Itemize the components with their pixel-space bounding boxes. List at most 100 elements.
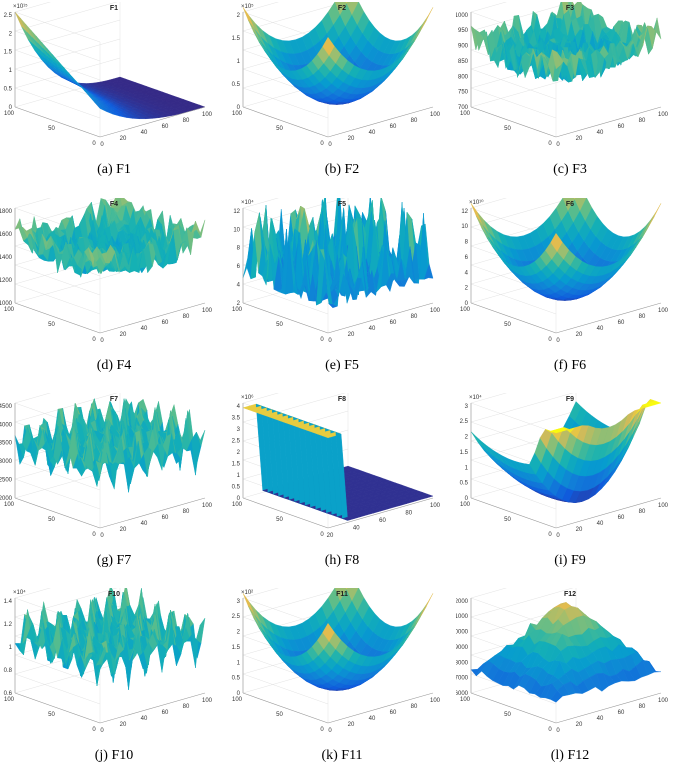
- y-tick-label: 0: [548, 727, 552, 733]
- y-tick-label: 50: [504, 126, 511, 132]
- subplot-title: F8: [338, 396, 346, 403]
- z-tick-label: 3500: [0, 441, 13, 447]
- z-tick-label: 1.5: [232, 645, 241, 651]
- subplot-f4: F4 1000 1200 1400 1600 1800 0 20 40 60 80 100 0 50 100…: [0, 198, 228, 392]
- z-tick-label: 1: [9, 68, 13, 74]
- subplot-caption: (b) F2: [324, 162, 360, 177]
- subplot-f8: F8 ×10⁶ 0 0.5 1 1.5 2 2.5 3 3.5 4 20 40 60 80 100 0 50 100…: [228, 393, 456, 587]
- y-axis-line: [14, 302, 101, 334]
- x-tick-label: 40: [369, 326, 376, 332]
- x-tick-label: 40: [141, 716, 148, 722]
- x-tick-label: 100: [430, 308, 441, 314]
- z-tick-label: 2: [237, 450, 241, 456]
- y-axis-line: [242, 302, 329, 334]
- z-tick-label: 0.8: [4, 668, 13, 674]
- z-tick-label: 1400: [0, 255, 13, 261]
- subplot-f2: F2 ×10⁵ 0 0.5 1 1.5 2 0 20 40 60 80 100 0 50 100 (b) F2: [228, 2, 456, 196]
- y-tick-label: 50: [276, 126, 283, 132]
- y-tick-label: 0: [92, 337, 96, 343]
- z-tick-label: 750: [458, 90, 469, 96]
- surface-mesh: [14, 11, 206, 120]
- surface-mesh: [470, 2, 662, 83]
- y-tick-label: 0: [548, 141, 552, 147]
- y-tick-label: 100: [232, 502, 243, 508]
- x-tick-label: 80: [639, 704, 646, 710]
- x-tick-label: 100: [658, 308, 669, 314]
- surface-mesh: [242, 2, 434, 105]
- surface-patch: [424, 263, 434, 280]
- surface-plot: F720002500300035004000450002040608010005…: [0, 393, 213, 539]
- z-tick-label: 0: [465, 496, 469, 502]
- y-tick-label: 0: [92, 141, 96, 147]
- x-tick-label: 60: [379, 518, 386, 524]
- subplot-title: F2: [338, 5, 346, 12]
- y-tick-label: 0: [92, 532, 96, 538]
- y-tick-label: 50: [48, 126, 55, 132]
- z-tick-label: 3: [237, 427, 241, 433]
- surface-mesh: [242, 588, 434, 691]
- surface-patch: [124, 650, 134, 690]
- surface-patch: [420, 593, 434, 616]
- x-tick-label: 60: [618, 710, 625, 716]
- z-tick-label: 4: [237, 404, 241, 410]
- x-tick-label: 80: [639, 509, 646, 515]
- surface-mesh: [470, 399, 662, 503]
- surface-mesh: [14, 397, 206, 493]
- subplot-caption: (h) F8: [324, 553, 360, 568]
- subplot-caption: (e) F5: [325, 358, 359, 373]
- z-tick-label: 2: [465, 435, 469, 441]
- x-axis-line: [99, 302, 206, 334]
- x-tick-label: 80: [411, 314, 418, 320]
- y-axis-line: [242, 692, 329, 724]
- x-tick-label: 0: [328, 142, 332, 148]
- z-exponent-label: ×10⁵: [241, 3, 254, 10]
- y-tick-label: 0: [320, 727, 324, 733]
- z-tick-label: 0.6: [4, 691, 13, 697]
- subplot-f5: F5 ×10⁴ 2 4 6 8 10 12 0 20 40 60 80 100 0 50 100 (e) F5: [228, 198, 456, 392]
- x-tick-label: 80: [183, 704, 190, 710]
- x-axis-line: [99, 497, 206, 529]
- x-tick-label: 80: [411, 118, 418, 124]
- x-tick-label: 100: [202, 112, 213, 118]
- x-tick-label: 60: [618, 124, 625, 130]
- x-tick-label: 80: [405, 511, 412, 517]
- x-tick-label: 60: [618, 515, 625, 521]
- z-tick-label: 2.5: [4, 13, 13, 19]
- grid-line: [14, 19, 121, 81]
- subplot-title: F5: [338, 201, 346, 208]
- x-tick-label: 40: [597, 130, 604, 136]
- y-tick-label: 0: [548, 337, 552, 343]
- subplot-caption: (g) F7: [96, 553, 132, 568]
- x-tick-label: 80: [183, 314, 190, 320]
- y-tick-label: 100: [460, 111, 471, 117]
- z-tick-label: 0.5: [232, 82, 241, 88]
- y-tick-label: 100: [232, 111, 243, 117]
- surface-plot: F370075080085090095010000204060801000501…: [456, 2, 669, 148]
- y-axis-line: [242, 497, 329, 529]
- surface-patch: [648, 400, 662, 406]
- subplot-f3: F3 700 750 800 850 900 950 1000 0 20 40 60 80 100 0 50 1…: [456, 2, 684, 196]
- x-tick-label: 100: [658, 698, 669, 704]
- surface-mesh: [14, 588, 206, 690]
- z-tick-label: 7000: [456, 676, 469, 682]
- surface-patch: [420, 493, 434, 499]
- y-tick-label: 0: [320, 337, 324, 343]
- surface-mesh: [470, 198, 662, 301]
- x-tick-label: 20: [348, 332, 355, 338]
- z-tick-label: 1.5: [460, 450, 469, 456]
- x-tick-label: 80: [411, 704, 418, 710]
- surface-mesh: [242, 198, 434, 309]
- y-axis-line: [470, 302, 557, 334]
- z-tick-label: 950: [458, 28, 469, 34]
- subplot-f9: F9 ×10⁴ 0 0.5 1 1.5 2 2.5 3 0 20 40 60 80 100 0 50 100 (i)…: [456, 393, 684, 587]
- x-tick-label: 80: [639, 314, 646, 320]
- x-tick-label: 0: [100, 338, 104, 344]
- z-tick-label: 1.4: [4, 599, 13, 605]
- x-tick-label: 100: [202, 503, 213, 509]
- z-tick-label: 3: [465, 404, 469, 410]
- y-tick-label: 50: [276, 712, 283, 718]
